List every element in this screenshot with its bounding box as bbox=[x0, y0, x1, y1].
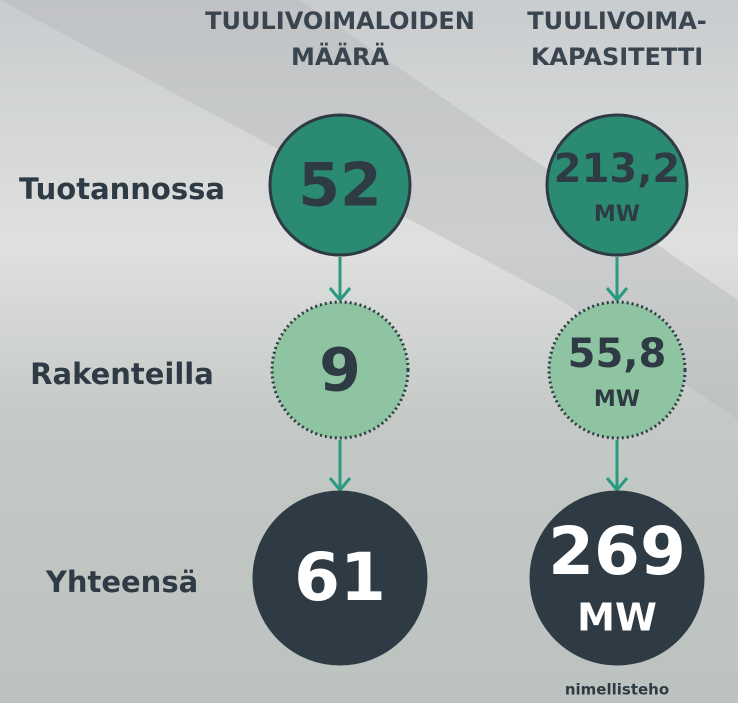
row-label: Rakenteilla bbox=[30, 357, 214, 391]
column-header: KAPASITETTI bbox=[531, 43, 703, 71]
arrow-head bbox=[328, 477, 352, 493]
value-circle bbox=[529, 490, 705, 666]
arrow-head bbox=[328, 287, 352, 303]
row-label: Tuotannossa bbox=[19, 172, 225, 206]
value-circle bbox=[547, 300, 687, 440]
capacity-unit: MW bbox=[594, 202, 640, 227]
value-circle bbox=[268, 113, 412, 257]
column-header: TUULIVOIMA- bbox=[527, 7, 706, 35]
value-circle bbox=[270, 300, 410, 440]
value-circle bbox=[545, 113, 689, 257]
capacity-value: 213,2 bbox=[554, 146, 681, 192]
capacity-value: 55,8 bbox=[568, 331, 667, 377]
column-header: TUULIVOIMALOIDEN bbox=[205, 7, 475, 35]
capacity-unit: MW bbox=[577, 596, 657, 640]
count-value: 9 bbox=[319, 336, 361, 406]
content: TUULIVOIMALOIDEN MÄÄRÄ TUULIVOIMA- KAPASITE… bbox=[19, 7, 707, 699]
count-value: 52 bbox=[298, 151, 382, 221]
capacity-value: 269 bbox=[548, 513, 686, 590]
footnote: nimellisteho bbox=[565, 681, 669, 699]
row-label: Yhteensä bbox=[45, 565, 198, 599]
arrow-head bbox=[605, 477, 629, 493]
arrow-head bbox=[605, 287, 629, 303]
value-circle bbox=[252, 490, 428, 666]
column-header: MÄÄRÄ bbox=[291, 42, 390, 71]
count-value: 61 bbox=[294, 539, 386, 616]
capacity-unit: MW bbox=[594, 387, 640, 412]
